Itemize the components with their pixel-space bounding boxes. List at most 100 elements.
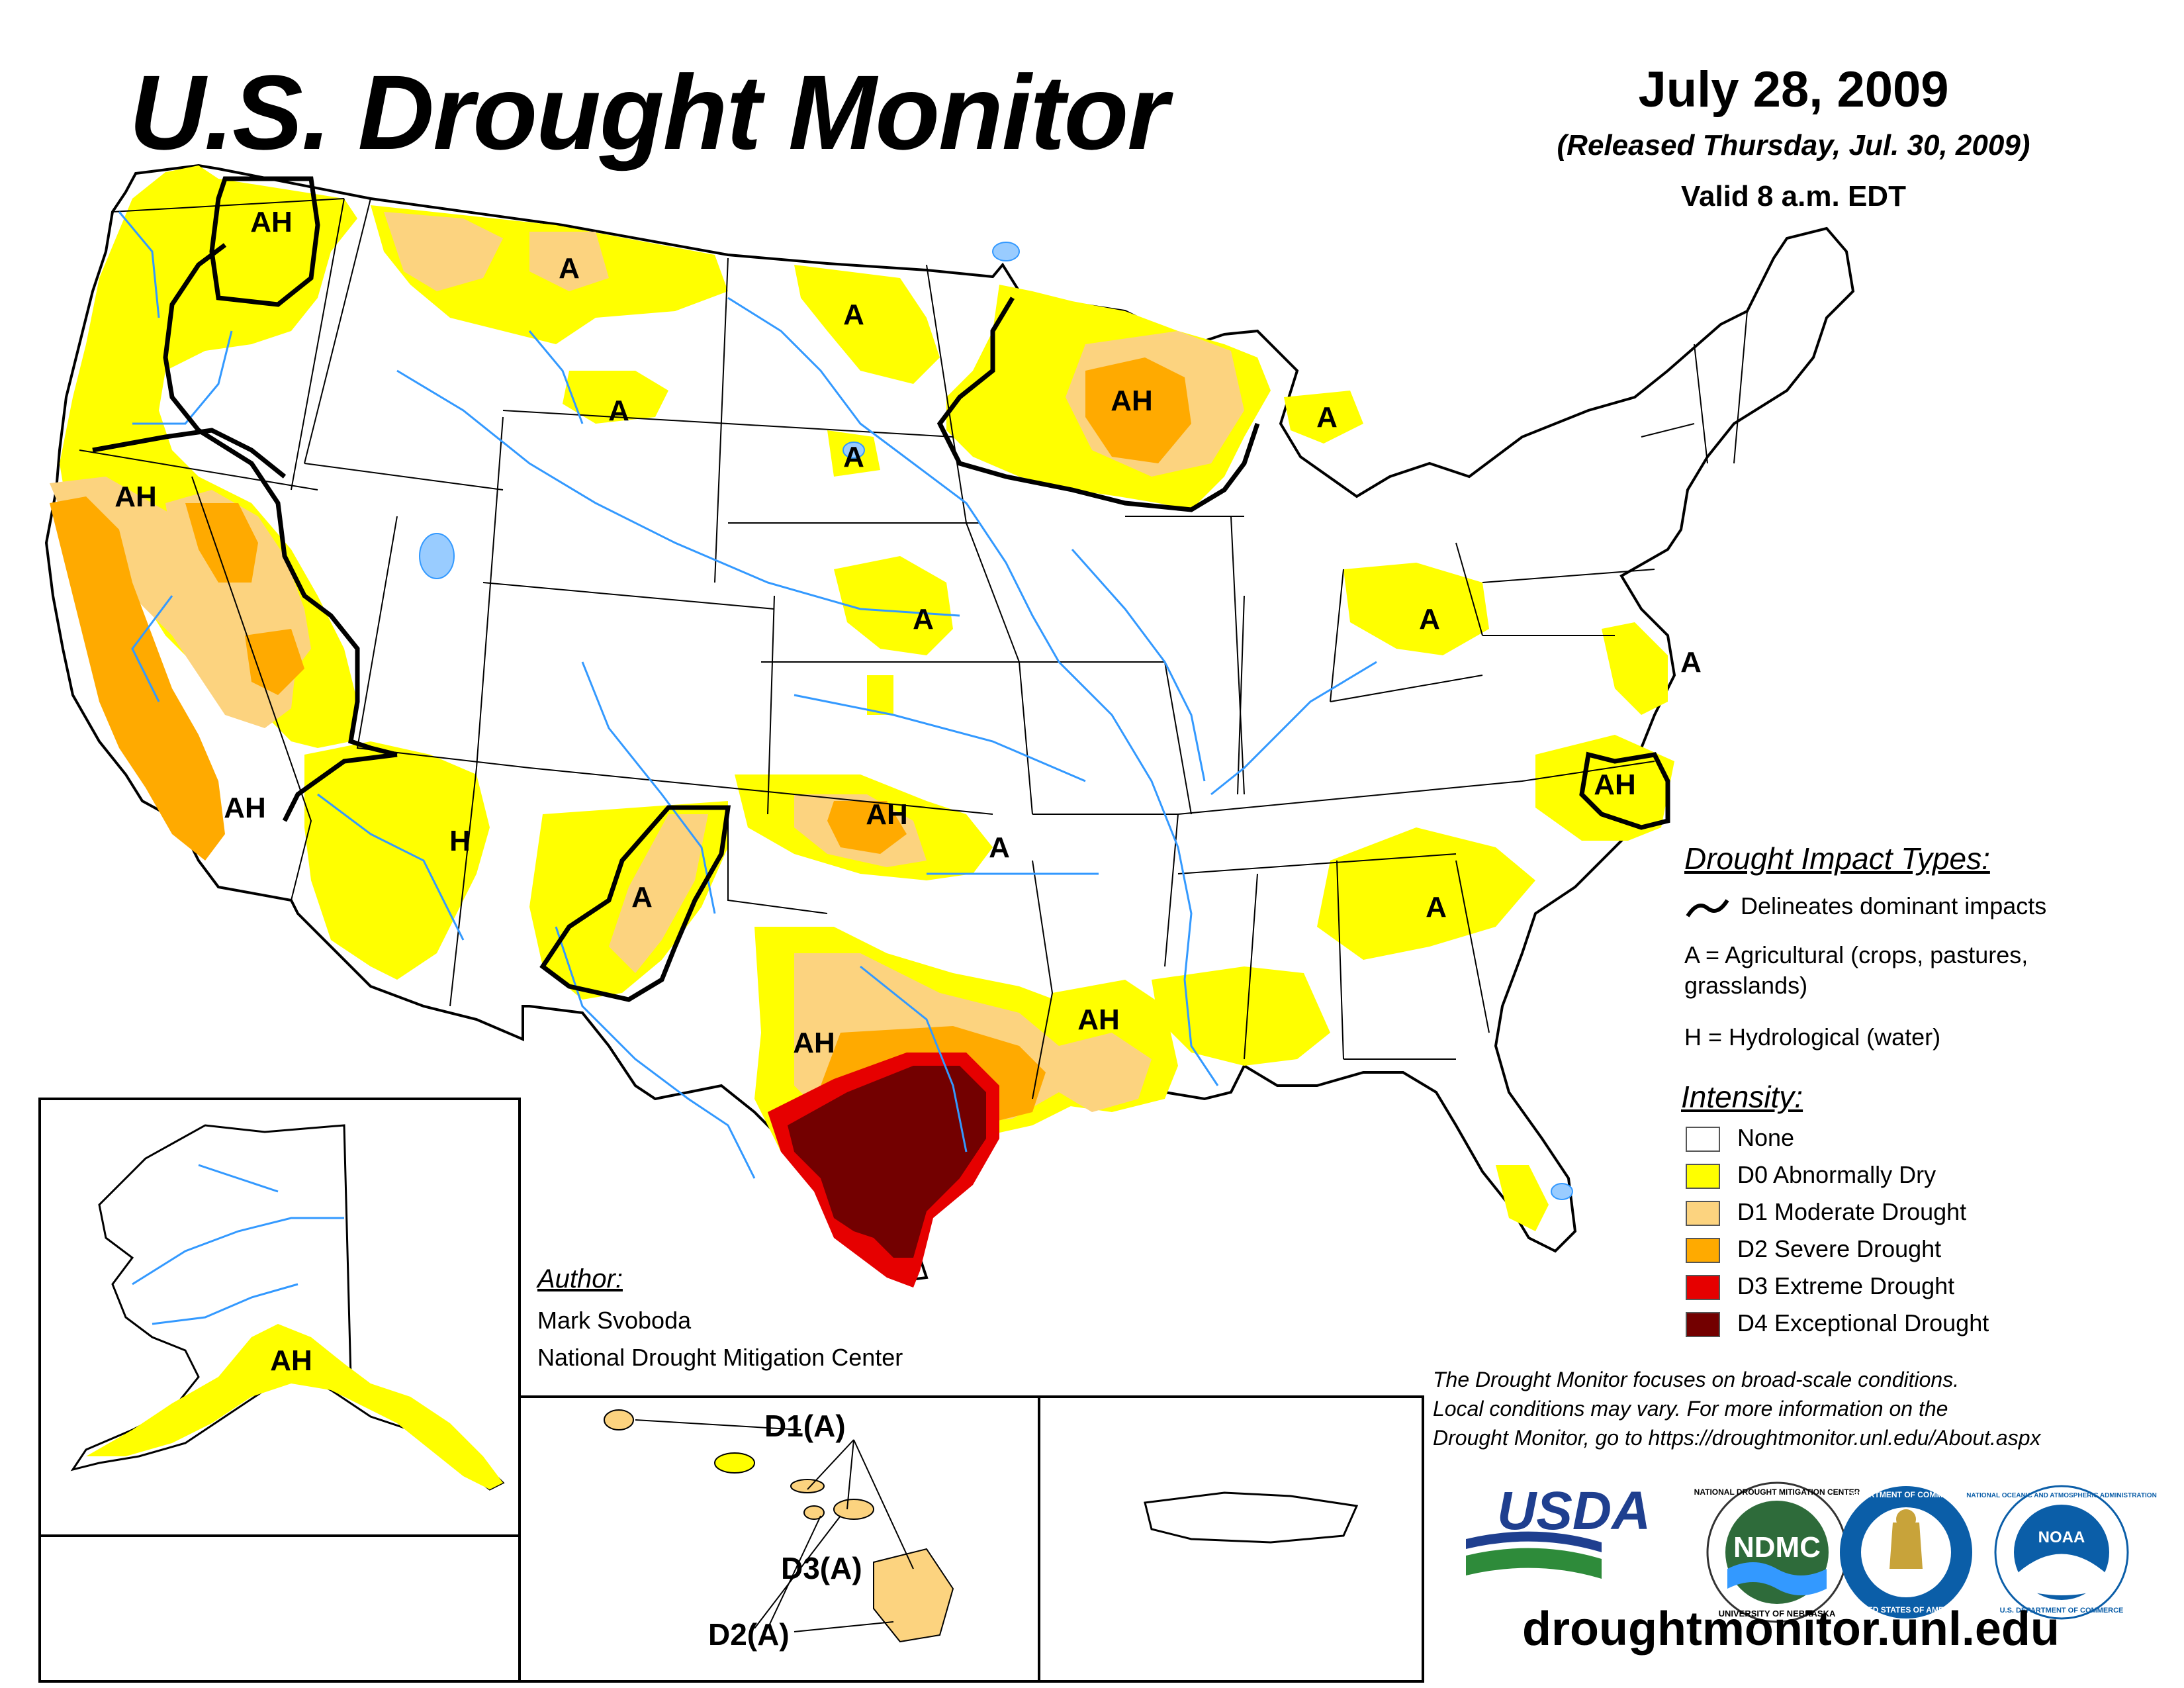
d2-nv2 — [245, 629, 304, 695]
commerce-logo: DEPARTMENT OF COMMERCE UNITED STATES OF … — [1840, 1486, 1972, 1618]
disclaimer-line-3[interactable]: Drought Monitor, go to https://droughtmo… — [1433, 1426, 2041, 1450]
svg-text:NOAA: NOAA — [2038, 1528, 2085, 1546]
legend-label-d2: D2 Severe Drought — [1737, 1235, 1942, 1262]
swatch-d0 — [1686, 1164, 1720, 1189]
legend-label-d1: D1 Moderate Drought — [1737, 1198, 1967, 1225]
region-labels: AH A A A AH A A AH A A A AH AH H A AH A … — [114, 206, 1702, 1059]
impact-legend-delineates: Delineates dominant impacts — [1741, 892, 2047, 919]
d2-ca — [50, 496, 225, 861]
label-ah-alaska: AH — [270, 1344, 312, 1377]
alaska-rivers — [132, 1164, 344, 1325]
label-ah-california-north: AH — [114, 481, 157, 513]
usda-logo: USDA — [1466, 1481, 1651, 1579]
puerto-rico-land — [1144, 1491, 1359, 1544]
d1-la-tx — [1059, 1033, 1152, 1112]
d2-ok — [827, 801, 907, 854]
impact-boundaries — [92, 176, 1670, 1002]
label-ah-texas: AH — [793, 1027, 835, 1059]
legend-label-d4: D4 Exceptional Drought — [1737, 1309, 1989, 1336]
hawaii-labels: D1(A) D3(A) D2(A) — [708, 1409, 862, 1652]
disclaimer: The Drought Monitor focuses on broad-sca… — [1433, 1365, 2167, 1452]
d0-oh — [1343, 563, 1489, 655]
d1-nm — [609, 814, 708, 973]
svg-text:USDA: USDA — [1497, 1481, 1651, 1541]
label-a-north-dakota: A — [843, 299, 864, 331]
impact-legend-hydrological: H = Hydrological (water) — [1684, 1023, 1941, 1051]
label-a-new-mexico: A — [631, 881, 653, 914]
legend-label-d0: D0 Abnormally Dry — [1737, 1161, 1936, 1188]
label-h-arizona: H — [449, 825, 471, 857]
impact-legend-agricultural: A = Agricultural (crops, pastures, — [1684, 941, 2028, 968]
disclaimer-line-1: The Drought Monitor focuses on broad-sca… — [1433, 1368, 1960, 1391]
label-a-michigan: A — [1316, 401, 1338, 434]
hawaii-inset-frame — [518, 1395, 1040, 1683]
label-hi-d3: D3(A) — [781, 1551, 862, 1585]
label-a-ohio: A — [1419, 603, 1440, 635]
label-a-south-dakota: A — [843, 441, 864, 473]
svg-text:DEPARTMENT OF COMMERCE: DEPARTMENT OF COMMERCE — [1847, 1490, 1964, 1499]
d0-nd — [794, 265, 940, 384]
label-a-montana-north: A — [559, 252, 580, 285]
swatch-d2 — [1686, 1238, 1720, 1263]
noaa-logo: NOAA NATIONAL OCEANIC AND ATMOSPHERIC AD… — [1966, 1485, 2157, 1620]
svg-text:UNIVERSITY OF NEBRASKA: UNIVERSITY OF NEBRASKA — [1719, 1609, 1836, 1618]
disclaimer-line-2: Local conditions may vary. For more info… — [1433, 1397, 1948, 1421]
label-ah-washington: AH — [250, 206, 293, 238]
impact-legend-agricultural-cont: grasslands) — [1684, 972, 1808, 999]
d0-az-nm-ut — [304, 741, 490, 980]
svg-text:NATIONAL OCEANIC AND ATMOSPHER: NATIONAL OCEANIC AND ATMOSPHERIC ADMINIS… — [1966, 1492, 2157, 1499]
label-ah-louisiana: AH — [1077, 1004, 1120, 1036]
d0-nc — [1535, 735, 1674, 841]
d4-tx — [788, 1066, 986, 1258]
ndmc-logo: NDMC NATIONAL DROUGHT MITIGATION CENTER … — [1694, 1481, 1860, 1623]
release-date: (Released Thursday, Jul. 30, 2009) — [1557, 129, 2030, 162]
d0-ne-ks — [834, 556, 953, 655]
swatch-d4 — [1686, 1312, 1720, 1337]
author-heading: Author: — [537, 1264, 623, 1293]
footer-url[interactable]: droughtmonitor.unl.edu — [1522, 1603, 2060, 1656]
svg-text:UNITED STATES OF AMERICA: UNITED STATES OF AMERICA — [1849, 1605, 1964, 1615]
valid-time: Valid 8 a.m. EDT — [1681, 180, 1906, 212]
label-a-georgia: A — [1426, 891, 1447, 923]
d0-montana-east — [563, 371, 668, 424]
author-name: Mark Svoboda — [537, 1307, 692, 1334]
d1-mt — [384, 212, 503, 291]
label-a-oklahoma-east: A — [989, 831, 1010, 864]
impact-line-icon — [1686, 899, 1729, 917]
d0-de — [1602, 622, 1668, 715]
label-ah-north-carolina: AH — [1594, 769, 1636, 801]
hawaii-label-lines — [635, 1419, 914, 1632]
swatch-d1 — [1686, 1201, 1720, 1226]
d0-mi — [1284, 391, 1363, 444]
d2-wi — [1085, 357, 1191, 463]
intensity-legend-title: Intensity: — [1681, 1080, 1803, 1114]
aleutian-inset-frame — [38, 1534, 521, 1683]
label-ah-wisconsin: AH — [1111, 385, 1153, 417]
author-org: National Drought Mitigation Center — [537, 1344, 903, 1371]
label-hi-d1: D1(A) — [764, 1409, 846, 1443]
svg-text:U.S. DEPARTMENT OF COMMERCE: U.S. DEPARTMENT OF COMMERCE — [2000, 1607, 2124, 1615]
label-a-nebraska: A — [913, 603, 934, 635]
label-ah-oklahoma: AH — [866, 798, 908, 831]
hawaii-islands — [604, 1409, 954, 1643]
impact-legend-title: Drought Impact Types: — [1684, 841, 1990, 876]
legend-label-d3: D3 Extreme Drought — [1737, 1272, 1955, 1299]
state-boundaries — [79, 198, 1748, 1100]
rivers — [118, 211, 1377, 1179]
alaska-d0 — [86, 1324, 503, 1489]
d0-fl — [1496, 1165, 1549, 1231]
d1-mt2 — [529, 232, 609, 291]
d0-ks-spot — [867, 675, 893, 715]
svg-text:NDMC: NDMC — [1733, 1531, 1821, 1564]
swatch-d3 — [1686, 1275, 1720, 1300]
map-date: July 28, 2009 — [1638, 62, 1949, 118]
map-title: U.S. Drought Monitor — [129, 53, 1169, 171]
d2-nv — [185, 503, 258, 583]
conus-land — [44, 164, 1855, 1283]
d0-ms-al — [1152, 966, 1330, 1066]
label-hi-d2: D2(A) — [708, 1617, 790, 1652]
label-a-delaware: A — [1680, 646, 1702, 679]
label-ah-nevada: AH — [224, 792, 266, 824]
label-a-montana-east: A — [608, 395, 629, 427]
